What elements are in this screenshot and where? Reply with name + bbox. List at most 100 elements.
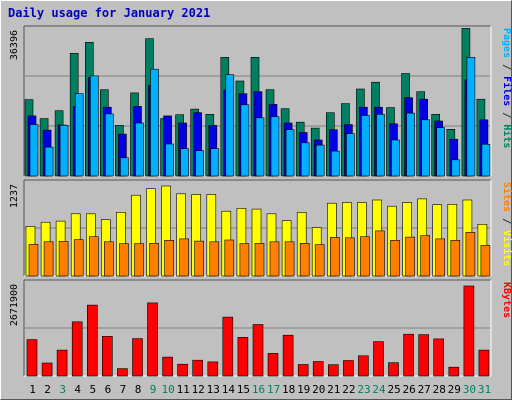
bar-sites xyxy=(284,241,295,277)
bar-sites xyxy=(119,243,129,277)
bar-sites xyxy=(43,241,54,277)
bar-sites xyxy=(104,241,114,277)
bar-kbytes xyxy=(177,363,188,377)
bar-pages xyxy=(421,119,431,177)
bar-pages xyxy=(180,148,189,177)
bar-sites xyxy=(254,243,265,277)
bar-sites xyxy=(58,241,69,277)
legend-label-kbytes: KBytes xyxy=(501,282,512,318)
bar-kbytes xyxy=(312,361,324,377)
bar-sites xyxy=(480,245,491,277)
bar-sites xyxy=(465,232,476,277)
bar-pages xyxy=(361,115,370,177)
bar-pages xyxy=(315,144,325,177)
bar-kbytes xyxy=(463,285,475,377)
bar-sites xyxy=(73,239,84,277)
bar-pages xyxy=(195,150,204,177)
ymax-label-sites_visits: 1237 xyxy=(9,184,20,208)
bar-pages xyxy=(255,117,265,177)
bar-kbytes xyxy=(388,362,399,377)
chart-title: Daily usage for January 2021 xyxy=(8,6,211,20)
bar-pages xyxy=(330,150,340,177)
bar-kbytes xyxy=(433,338,445,377)
x-tick-label: 13 xyxy=(207,383,220,396)
bar-kbytes xyxy=(448,366,460,377)
x-tick-label: 24 xyxy=(372,383,386,396)
bar-kbytes xyxy=(26,339,38,377)
bar-sites xyxy=(450,240,461,277)
bar-sites xyxy=(179,238,189,277)
bar-kbytes xyxy=(373,341,384,377)
bar-pages xyxy=(29,124,39,177)
x-tick-label: 6 xyxy=(105,383,112,396)
x-tick-label: 21 xyxy=(327,383,340,396)
x-tick-label: 20 xyxy=(312,383,325,396)
bar-pages xyxy=(481,144,491,177)
x-tick-label: 15 xyxy=(237,383,250,396)
bar-kbytes xyxy=(102,335,113,377)
bar-sites xyxy=(375,230,385,277)
bar-sites xyxy=(420,235,431,277)
x-tick-label: 7 xyxy=(120,383,127,396)
bar-kbytes xyxy=(403,333,414,377)
legend-label-sites_visits: Sites / Visits xyxy=(501,182,512,266)
bar-kbytes xyxy=(71,321,83,377)
x-tick-label: 26 xyxy=(402,383,415,396)
bar-pages xyxy=(165,143,174,177)
bar-pages xyxy=(150,68,159,177)
x-tick-label: 29 xyxy=(448,383,461,396)
legend-item: Sites xyxy=(501,182,512,212)
ymax-label-kbytes: 2671900 xyxy=(9,284,20,326)
x-tick-label: 18 xyxy=(282,383,295,396)
bar-kbytes xyxy=(297,364,309,377)
bar-kbytes xyxy=(192,359,203,377)
bar-sites xyxy=(89,236,99,277)
bar-sites xyxy=(390,240,400,277)
bar-sites xyxy=(405,236,415,277)
x-tick-label: 25 xyxy=(387,383,400,396)
bar-pages xyxy=(59,125,69,177)
x-tick-label: 17 xyxy=(267,383,280,396)
legend-item: KBytes xyxy=(501,282,512,318)
legend-item: Visits xyxy=(501,230,512,266)
bar-sites xyxy=(164,240,174,277)
x-tick-label: 30 xyxy=(463,383,476,396)
bar-kbytes xyxy=(207,361,219,377)
bar-pages xyxy=(300,142,310,177)
bar-kbytes xyxy=(147,302,158,377)
bar-pages xyxy=(391,139,400,177)
bar-sites xyxy=(314,244,325,277)
bar-pages xyxy=(285,129,295,177)
x-tick-label: 9 xyxy=(150,383,157,396)
legend-item: / xyxy=(501,58,512,76)
bar-kbytes xyxy=(252,324,264,377)
bar-pages xyxy=(44,146,54,177)
bar-sites xyxy=(345,237,355,277)
bar-kbytes xyxy=(267,353,279,377)
x-tick-label: 19 xyxy=(297,383,310,396)
bar-sites xyxy=(28,244,39,277)
legend-item: Hits xyxy=(501,124,512,148)
bar-sites xyxy=(224,239,235,277)
x-tick-label: 12 xyxy=(192,383,205,396)
bar-sites xyxy=(239,243,250,277)
bar-pages xyxy=(346,133,355,177)
bar-kbytes xyxy=(327,364,339,377)
x-tick-label: 23 xyxy=(357,383,370,396)
bar-kbytes xyxy=(282,334,294,377)
bar-sites xyxy=(209,241,220,277)
bar-pages xyxy=(135,122,144,177)
x-tick-label: 10 xyxy=(161,383,174,396)
bar-pages xyxy=(90,75,99,177)
bar-pages xyxy=(436,127,446,177)
bar-sites xyxy=(134,243,144,277)
bar-pages xyxy=(240,104,250,177)
legend-item: Pages xyxy=(501,28,512,58)
bar-pages xyxy=(210,148,220,177)
bar-pages xyxy=(105,113,114,177)
x-tick-label: 4 xyxy=(74,383,81,396)
bar-pages xyxy=(451,159,461,177)
bar-sites xyxy=(299,243,310,277)
bar-kbytes xyxy=(358,355,369,377)
bar-kbytes xyxy=(132,338,143,377)
